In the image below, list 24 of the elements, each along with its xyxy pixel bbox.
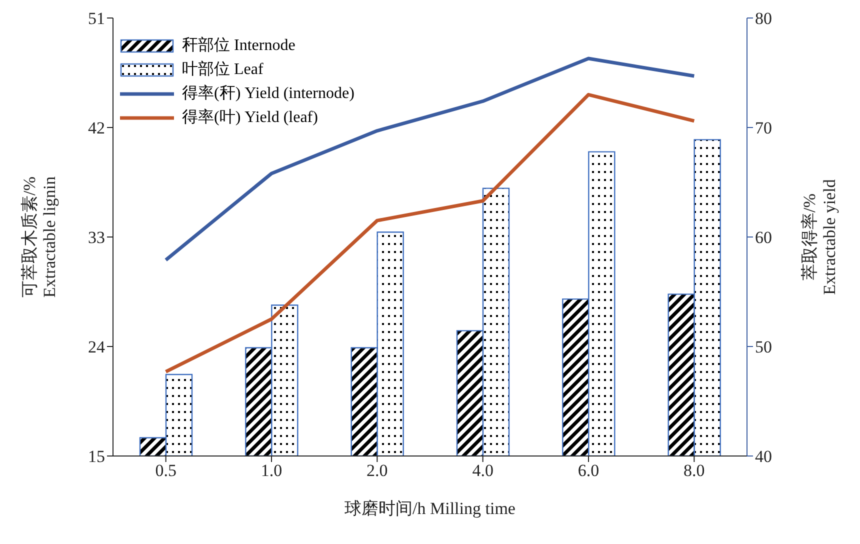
y-tick-label: 33 (88, 228, 105, 248)
x-axis-title: 球磨时间/h Milling time (344, 499, 516, 518)
legend-label: 得率(叶) Yield (leaf) (182, 108, 318, 128)
legend-label: 得率(秆) Yield (internode) (182, 84, 354, 104)
x-tick-label: 8.0 (684, 461, 705, 480)
y2-tick-label: 70 (755, 118, 772, 138)
x-tick-label: 6.0 (578, 461, 600, 480)
legend-label: 叶部位 Leaf (182, 60, 264, 80)
legend-label: 秆部位 Internode (182, 36, 296, 56)
y2-axis-title: 萃取得率/% Extractable yield (800, 178, 839, 295)
y2-tick-label: 40 (755, 447, 772, 466)
x-tick-label: 2.0 (366, 461, 388, 480)
y-tick-label: 24 (88, 338, 106, 357)
y-axis-title: 可萃取木质素/% Extractable lignin (20, 176, 59, 298)
y2-tick-label: 60 (755, 228, 772, 248)
y-tick-label: 42 (88, 118, 105, 138)
y-tick-label: 51 (88, 9, 105, 28)
x-tick-label: 1.0 (260, 461, 282, 480)
y2-tick-label: 80 (755, 9, 772, 28)
line-series (164, 56, 696, 262)
x-tick-label: 0.5 (155, 461, 176, 480)
x-tick-label: 4.0 (472, 461, 494, 480)
y-tick-label: 15 (88, 447, 105, 466)
y2-tick-label: 50 (755, 338, 772, 357)
